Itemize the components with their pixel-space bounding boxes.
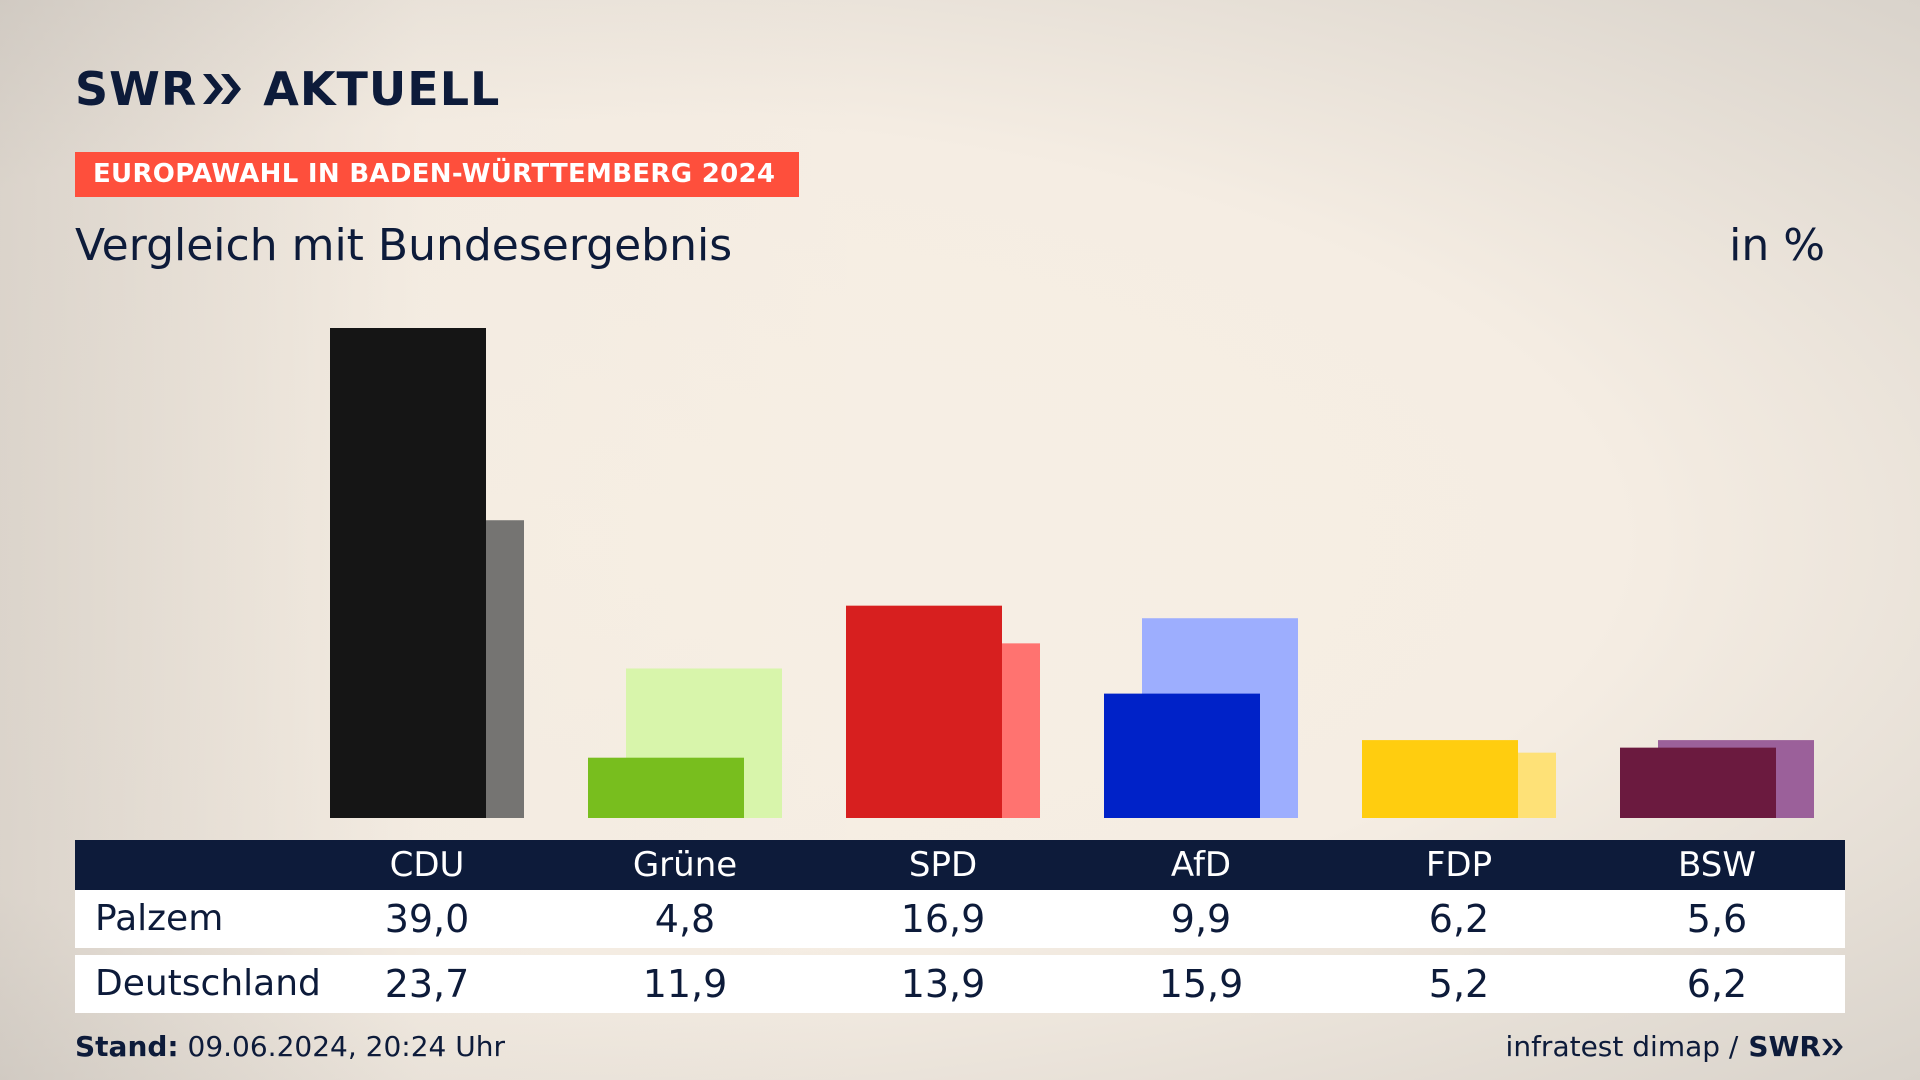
value-grüne-deutschland: 11,9 bbox=[642, 962, 728, 1006]
swr-mini-text: SWR bbox=[1748, 1030, 1821, 1063]
value-cdu-deutschland: 23,7 bbox=[384, 962, 470, 1006]
results-table: CDU Grüne SPD AfD FDP BSW Palzem 39,0 4,8 16,9 9… bbox=[75, 840, 1845, 1013]
chevrons-small-icon bbox=[1822, 1038, 1843, 1055]
column-header-grüne: Grüne bbox=[632, 845, 738, 885]
bar-fdp-palzem bbox=[1362, 740, 1518, 818]
value-bsw-palzem: 5,6 bbox=[1686, 897, 1748, 941]
bar-grüne-palzem bbox=[588, 757, 744, 818]
value-fdp-deutschland: 5,2 bbox=[1428, 962, 1490, 1006]
value-grüne-palzem: 4,8 bbox=[654, 897, 716, 941]
bar-spd-palzem bbox=[846, 605, 1002, 818]
value-afd-palzem: 9,9 bbox=[1170, 897, 1232, 941]
election-banner: EUROPAWAHL IN BADEN-WÜRTTEMBERG 2024 bbox=[75, 152, 799, 197]
chart-subtitle: Vergleich mit Bundesergebnis bbox=[75, 220, 733, 271]
column-header-bsw: BSW bbox=[1678, 845, 1756, 885]
value-spd-deutschland: 13,9 bbox=[900, 962, 986, 1006]
stand-label: Stand: bbox=[75, 1030, 179, 1063]
table-row: Deutschland 23,7 11,9 13,9 15,9 5,2 6,2 bbox=[75, 955, 1845, 1013]
column-header-spd: SPD bbox=[908, 845, 978, 885]
value-fdp-palzem: 6,2 bbox=[1428, 897, 1490, 941]
swr-aktuell-logo: SWR AKTUELL bbox=[75, 66, 500, 112]
unit-label: in % bbox=[1729, 220, 1825, 271]
timestamp: Stand: 09.06.2024, 20:24 Uhr bbox=[75, 1030, 505, 1063]
row-label-deutschland: Deutschland bbox=[95, 963, 321, 1004]
value-spd-palzem: 16,9 bbox=[900, 897, 986, 941]
bar-cdu-palzem bbox=[330, 328, 486, 818]
table-row: Palzem 39,0 4,8 16,9 9,9 6,2 5,6 bbox=[75, 890, 1845, 948]
column-header-fdp: FDP bbox=[1425, 845, 1493, 885]
column-header-cdu: CDU bbox=[389, 845, 465, 885]
swr-mini-logo: SWR bbox=[1748, 1030, 1845, 1063]
bar-chart bbox=[330, 328, 1814, 818]
bar-bsw-palzem bbox=[1620, 747, 1776, 818]
value-cdu-palzem: 39,0 bbox=[384, 897, 470, 941]
chevrons-icon bbox=[203, 74, 242, 104]
source-text: infratest dimap / bbox=[1505, 1030, 1739, 1063]
value-afd-deutschland: 15,9 bbox=[1158, 962, 1244, 1006]
logo-aktuell: AKTUELL bbox=[263, 62, 501, 116]
column-header-afd: AfD bbox=[1170, 845, 1232, 885]
logo-swr: SWR bbox=[75, 62, 198, 116]
source-credit: infratest dimap / SWR bbox=[1506, 1030, 1845, 1063]
row-label-palzem: Palzem bbox=[95, 898, 224, 939]
table-header-row: CDU Grüne SPD AfD FDP BSW bbox=[75, 840, 1845, 890]
stand-value: 09.06.2024, 20:24 Uhr bbox=[178, 1030, 505, 1063]
bar-afd-palzem bbox=[1104, 693, 1260, 818]
value-bsw-deutschland: 6,2 bbox=[1686, 962, 1748, 1006]
